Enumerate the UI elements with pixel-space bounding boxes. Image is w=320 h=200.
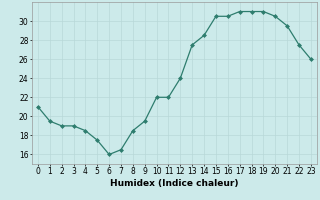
X-axis label: Humidex (Indice chaleur): Humidex (Indice chaleur) [110,179,239,188]
